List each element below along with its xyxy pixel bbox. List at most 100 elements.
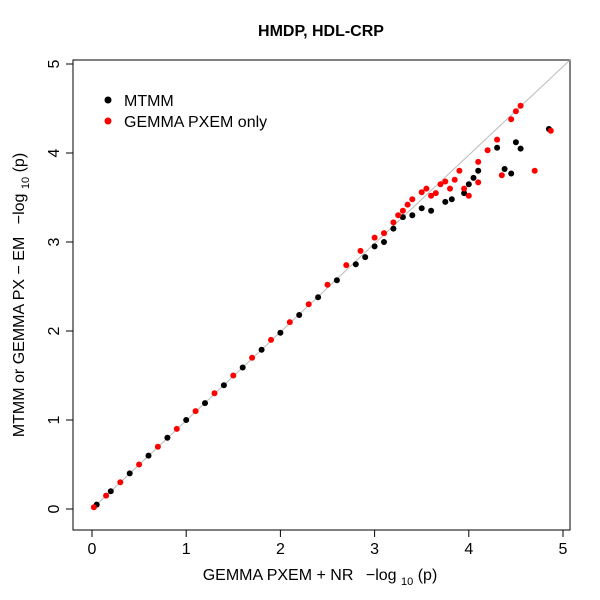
data-point [268, 336, 274, 343]
data-point [442, 178, 449, 185]
legend: MTMM GEMMA PXEM only [104, 93, 267, 131]
data-point [547, 127, 554, 134]
data-point [404, 201, 411, 208]
data-point [498, 172, 505, 179]
y-axis-label-sub: 10 [20, 177, 32, 189]
data-point [451, 176, 458, 183]
y-axis: 0 1 2 3 4 5 [46, 59, 74, 513]
data-point [390, 225, 397, 232]
data-point [432, 190, 439, 197]
data-point [390, 219, 397, 226]
data-point [305, 301, 312, 308]
data-point [324, 281, 331, 288]
y-axis-label-func: −log [11, 194, 28, 225]
data-point [343, 262, 350, 269]
data-point [202, 400, 208, 407]
data-point [296, 312, 303, 318]
data-point [461, 185, 468, 192]
data-point [475, 158, 482, 165]
data-point [456, 167, 463, 174]
data-point [448, 196, 455, 203]
series-mtmm [93, 126, 552, 508]
data-point [107, 488, 114, 495]
x-tick-label: 3 [370, 541, 379, 558]
data-point [371, 234, 378, 241]
reference-line-y-equals-x [91, 59, 571, 510]
data-point [173, 425, 180, 432]
x-axis-label-text: GEMMA PXEM + NR [203, 567, 354, 584]
data-point [428, 207, 435, 214]
data-point [465, 192, 472, 199]
reference-line-layer [91, 59, 571, 510]
data-point [126, 470, 133, 477]
data-point [399, 207, 406, 214]
data-point [277, 329, 284, 336]
data-point [512, 139, 519, 146]
data-point [494, 136, 501, 143]
y-axis-label-text: MTMM or GEMMA PX − EM [11, 237, 28, 437]
legend-label: GEMMA PXEM only [124, 114, 267, 131]
x-tick-label: 4 [464, 541, 473, 558]
data-point [423, 185, 430, 192]
data-point [428, 192, 435, 199]
data-point [371, 243, 378, 250]
data-point [465, 181, 472, 188]
data-point [395, 212, 402, 219]
data-point [164, 434, 171, 441]
data-point [230, 372, 237, 379]
data-point [508, 116, 515, 123]
data-point [470, 174, 477, 181]
data-point [239, 364, 246, 371]
data-point [437, 181, 444, 188]
data-point [399, 214, 406, 221]
data-point [484, 147, 491, 154]
y-tick-label: 1 [46, 415, 63, 424]
data-point [418, 189, 425, 196]
data-point [183, 417, 190, 423]
data-point [249, 354, 256, 361]
legend-label: MTMM [124, 93, 174, 110]
data-point [475, 167, 482, 174]
x-axis-label-sub: 10 [401, 576, 413, 588]
data-point [286, 319, 293, 326]
data-point [475, 179, 482, 186]
data-point [381, 239, 387, 245]
data-point [517, 102, 524, 109]
series-gemma-pxem-only [90, 102, 554, 511]
chart-title: HMDP, HDL-CRP [258, 23, 384, 40]
data-point [145, 452, 152, 459]
data-point [333, 277, 340, 284]
x-axis-label-arg: (p) [418, 567, 438, 584]
data-point [258, 346, 265, 353]
data-point [136, 461, 143, 468]
x-tick-label: 0 [88, 541, 97, 558]
legend-marker [104, 117, 112, 125]
data-point [442, 198, 449, 205]
y-tick-label: 0 [46, 504, 63, 513]
x-axis-label-func: −log [366, 567, 397, 584]
points-layer [90, 102, 554, 511]
y-tick-label: 3 [46, 237, 63, 246]
y-axis-label-arg: (p) [11, 153, 28, 173]
x-axis: 0 1 2 3 4 5 [88, 529, 568, 558]
data-point [357, 247, 364, 254]
data-point [90, 504, 97, 511]
x-axis-label: GEMMA PXEM + NR −log 10 (p) [203, 567, 438, 589]
legend-marker [104, 96, 112, 104]
x-tick-label: 1 [182, 541, 191, 558]
x-tick-label: 2 [276, 541, 285, 558]
data-point [362, 254, 369, 261]
data-point [501, 166, 508, 172]
data-point [461, 190, 468, 197]
data-point [211, 390, 218, 397]
data-point [447, 185, 453, 192]
data-point [154, 443, 161, 450]
data-point [352, 261, 359, 268]
data-point [117, 479, 124, 486]
data-point [103, 492, 110, 499]
data-point [508, 170, 515, 177]
data-point [531, 167, 538, 174]
data-point [418, 205, 425, 212]
y-axis-label: MTMM or GEMMA PX − EM −log 10 (p) [11, 153, 33, 437]
data-point [315, 294, 322, 301]
